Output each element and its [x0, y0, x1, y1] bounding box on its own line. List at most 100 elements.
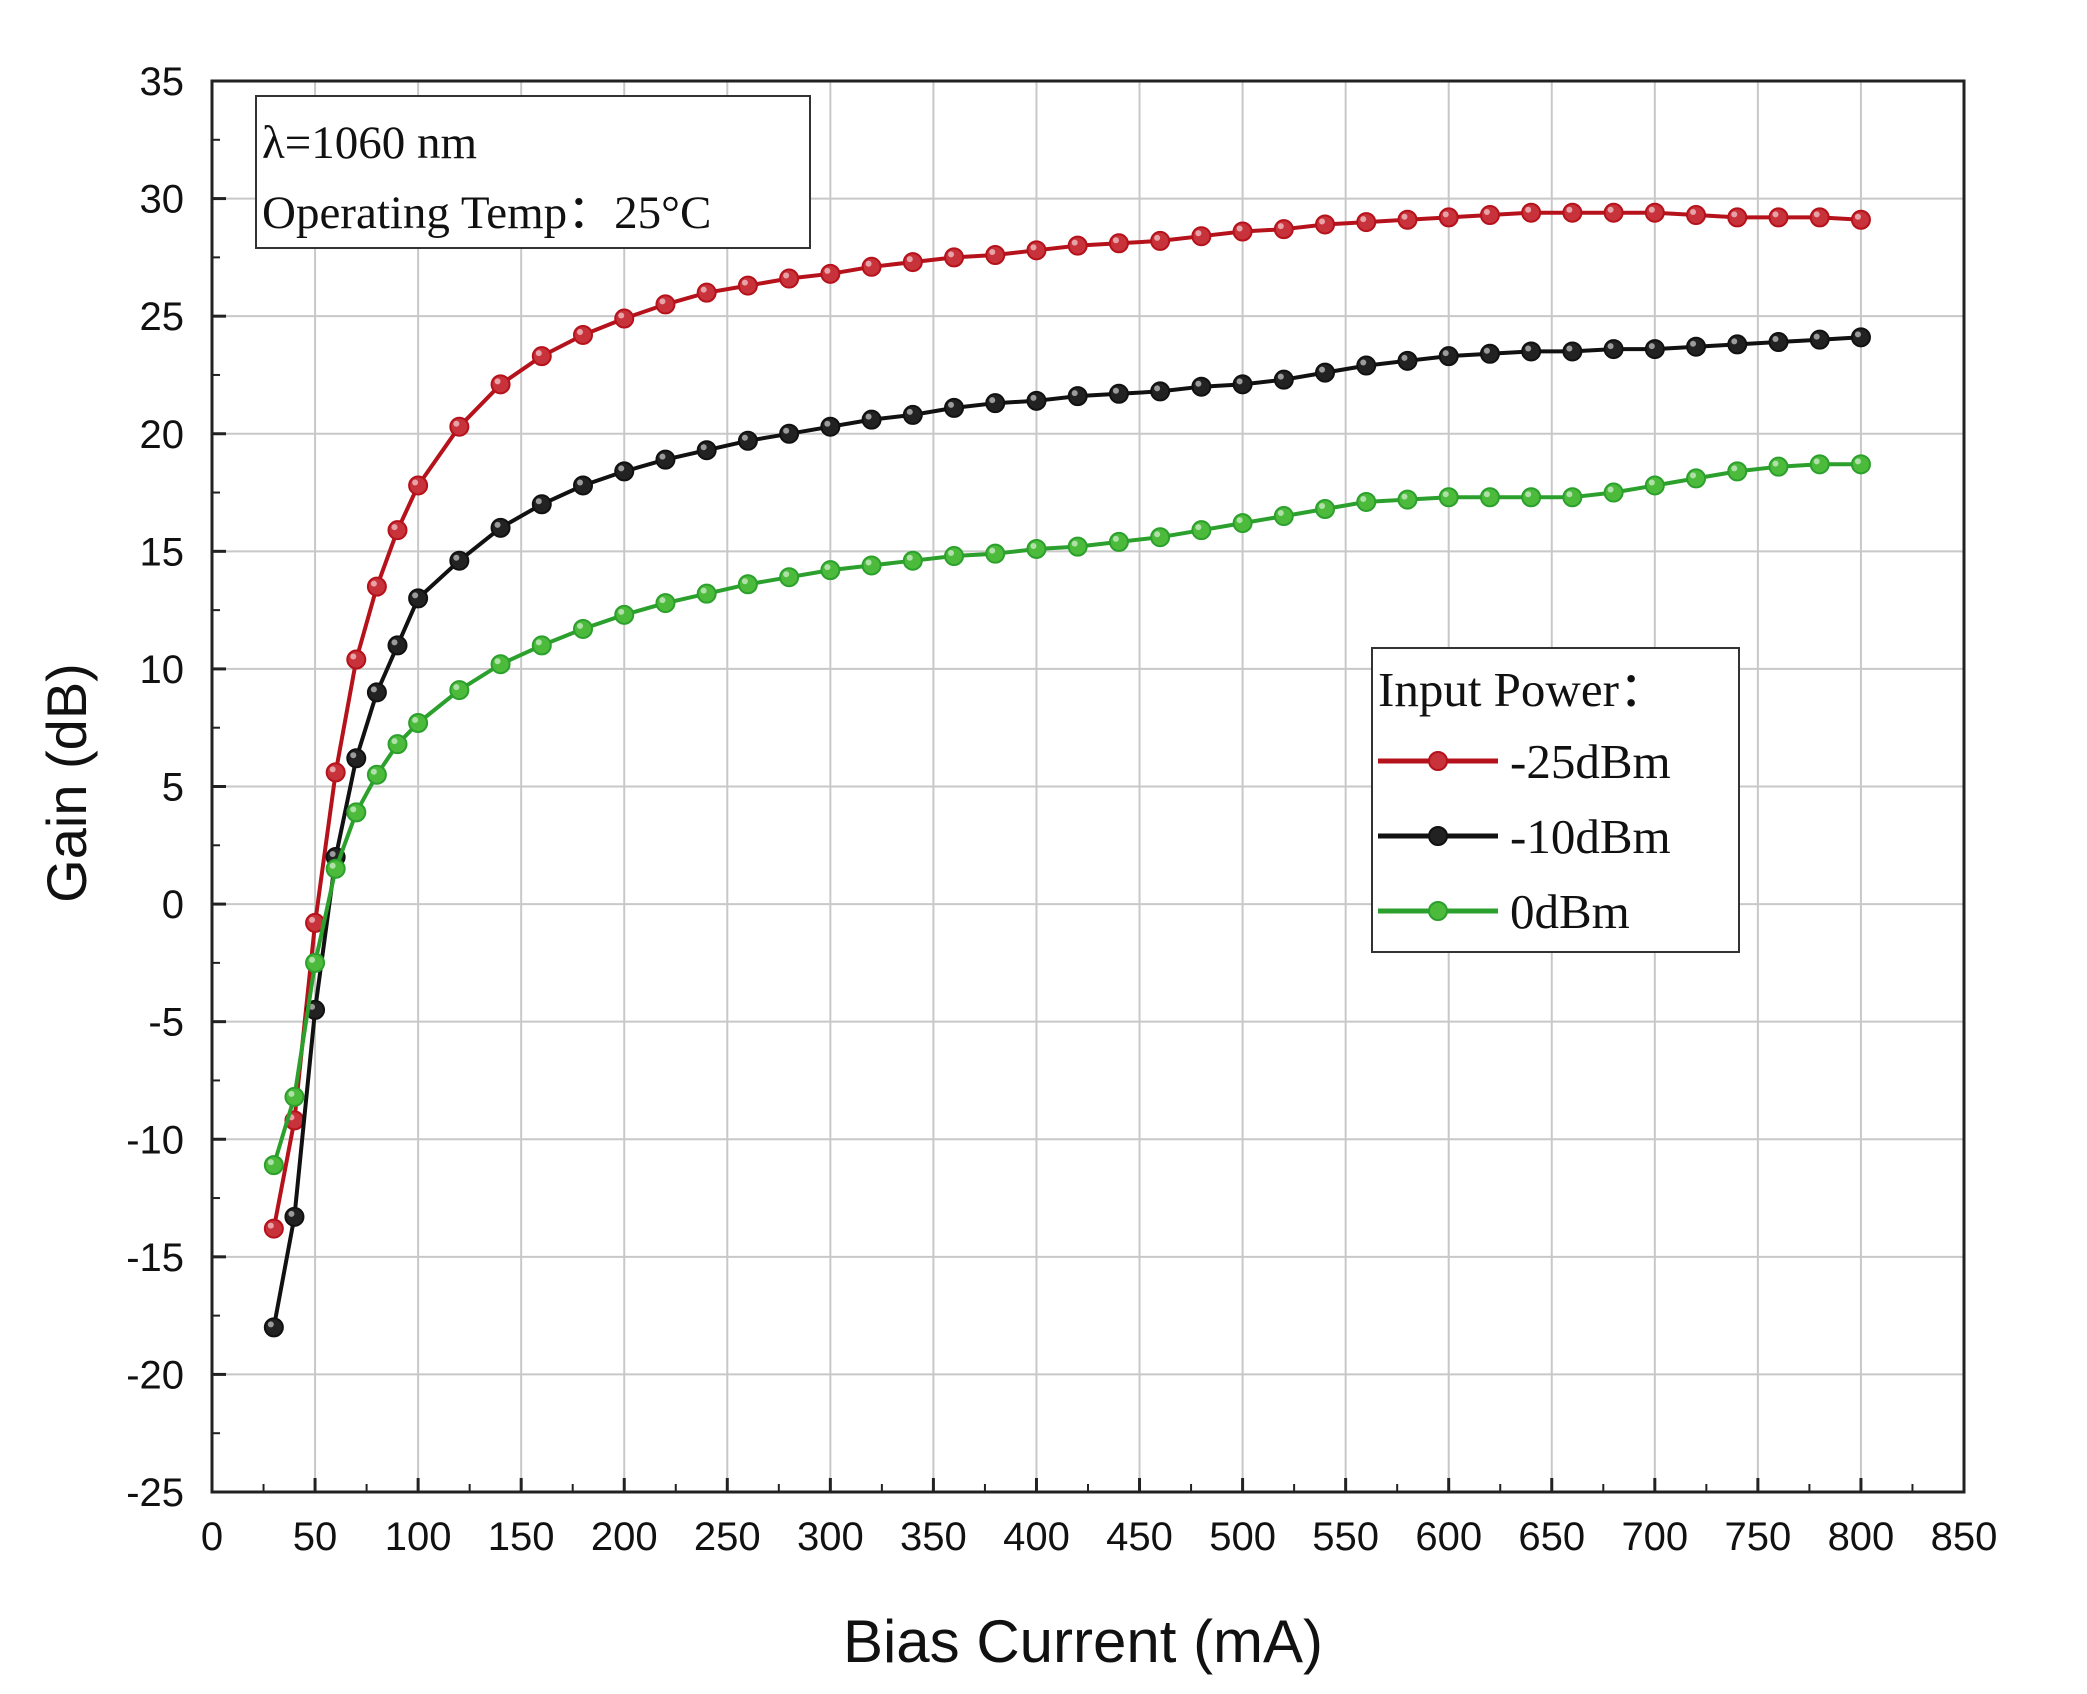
data-point — [1727, 461, 1748, 482]
data-point — [1727, 207, 1748, 228]
data-point — [614, 461, 635, 482]
data-series — [263, 202, 1871, 1338]
data-point — [696, 440, 717, 461]
y-tick-label: 20 — [140, 413, 185, 457]
data-point — [408, 475, 429, 496]
y-tick-label: 25 — [140, 295, 185, 339]
data-point-highlight — [1154, 385, 1161, 392]
data-point — [346, 748, 367, 769]
data-point — [737, 275, 758, 296]
legend-marker — [1428, 751, 1448, 771]
data-point-highlight — [1607, 343, 1614, 350]
x-tick-label: 750 — [1725, 1515, 1792, 1559]
data-point-highlight — [948, 251, 955, 258]
data-point — [490, 654, 511, 675]
data-point — [263, 1218, 284, 1239]
axes: 0 50 100 150 200 250 300 350 400 450 500 550 600 650 7… — [126, 60, 1997, 1559]
data-point-highlight — [494, 378, 501, 385]
data-point — [944, 546, 965, 567]
data-point-highlight — [453, 420, 460, 427]
y-tick-label: -5 — [148, 1001, 184, 1045]
data-point — [1191, 520, 1212, 541]
x-tick-label: 650 — [1518, 1515, 1585, 1559]
data-point-highlight — [1525, 491, 1532, 498]
data-point-highlight — [824, 420, 831, 427]
x-tick-label: 700 — [1621, 1515, 1688, 1559]
data-point — [1479, 343, 1500, 364]
data-point-highlight — [1731, 465, 1738, 472]
data-point — [1727, 334, 1748, 355]
data-point-highlight — [267, 1321, 274, 1328]
data-point — [1232, 513, 1253, 534]
data-point-highlight — [1813, 333, 1820, 340]
annotation-temperature: Operating Temp：25°C — [262, 187, 711, 239]
y-axis-label: Gain (dB) — [35, 663, 98, 903]
data-point-highlight — [412, 717, 419, 724]
data-point-highlight — [1648, 479, 1655, 486]
legend-entry: -25dBm — [1378, 734, 1671, 789]
data-point — [1067, 386, 1088, 407]
data-point — [861, 555, 882, 576]
y-tick-label: 15 — [140, 530, 185, 574]
data-point-highlight — [370, 580, 377, 587]
data-point-highlight — [1731, 211, 1738, 218]
data-point-highlight — [391, 524, 398, 531]
data-point-highlight — [1690, 209, 1697, 216]
data-point — [449, 680, 470, 701]
data-point-highlight — [1236, 225, 1243, 232]
data-point-highlight — [535, 498, 542, 505]
data-point — [779, 268, 800, 289]
data-point-highlight — [783, 427, 790, 434]
series-25dbm — [263, 202, 1871, 1239]
data-point — [408, 588, 429, 609]
data-point-highlight — [700, 444, 707, 451]
data-point — [779, 567, 800, 588]
data-point — [1603, 339, 1624, 360]
data-point-highlight — [1360, 359, 1367, 366]
data-point — [655, 593, 676, 614]
data-point — [531, 346, 552, 367]
data-point-highlight — [783, 272, 790, 279]
data-point-highlight — [1772, 336, 1779, 343]
data-point-highlight — [1772, 211, 1779, 218]
x-tick-label: 800 — [1828, 1515, 1895, 1559]
data-point — [325, 858, 346, 879]
data-point — [387, 520, 408, 541]
data-point — [1686, 205, 1707, 226]
data-point-highlight — [824, 564, 831, 571]
data-point — [1562, 202, 1583, 223]
x-tick-label: 50 — [293, 1515, 338, 1559]
data-point — [1356, 491, 1377, 512]
data-point-highlight — [309, 1003, 316, 1010]
x-tick-label: 350 — [900, 1515, 967, 1559]
data-point — [1026, 538, 1047, 559]
data-point-highlight — [350, 653, 357, 660]
data-point — [1315, 214, 1336, 235]
data-point-highlight — [1154, 531, 1161, 538]
data-point — [1644, 475, 1665, 496]
data-point — [1479, 205, 1500, 226]
data-point-highlight — [1236, 378, 1243, 385]
y-tick-label: 5 — [162, 766, 184, 810]
data-point-highlight — [1112, 237, 1119, 244]
x-axis-label: Bias Current (mA) — [843, 1608, 1323, 1675]
data-point — [1809, 329, 1830, 350]
data-point — [1315, 499, 1336, 520]
data-point — [861, 409, 882, 430]
data-point — [737, 574, 758, 595]
data-point-highlight — [1030, 394, 1037, 401]
data-point-highlight — [989, 397, 996, 404]
data-point-highlight — [1112, 535, 1119, 542]
data-point-highlight — [350, 752, 357, 759]
data-point — [614, 604, 635, 625]
data-point-highlight — [309, 956, 316, 963]
data-point — [1438, 207, 1459, 228]
data-point — [1191, 226, 1212, 247]
data-point-highlight — [391, 639, 398, 646]
data-point-highlight — [453, 684, 460, 691]
data-point — [1562, 487, 1583, 508]
data-point — [985, 543, 1006, 564]
data-point-highlight — [267, 1159, 274, 1166]
